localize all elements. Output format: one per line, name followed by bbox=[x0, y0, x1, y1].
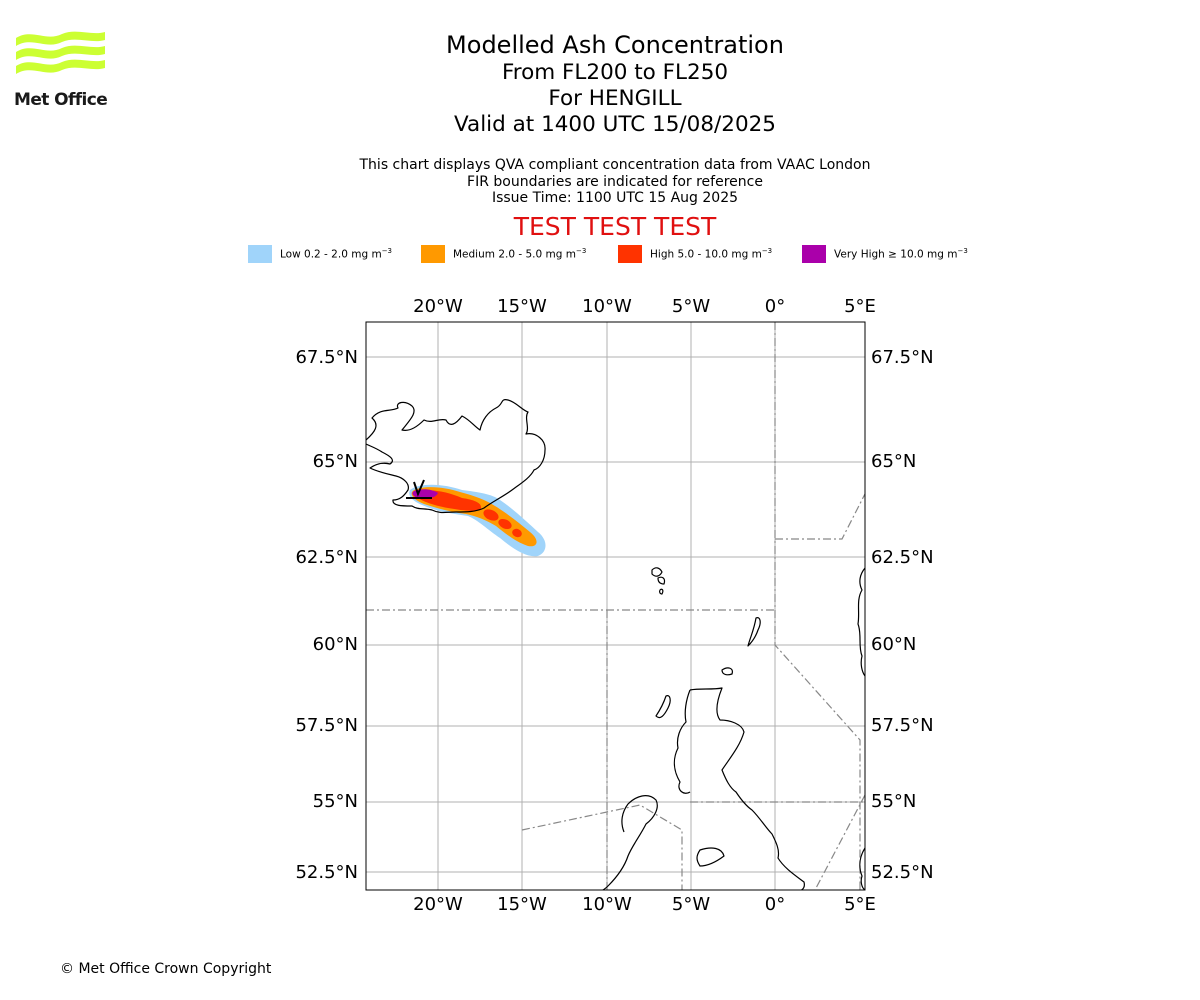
coast-norway bbox=[857, 567, 865, 677]
lon-label-top: 10°W bbox=[582, 296, 632, 317]
lat-label-left: 65°N bbox=[313, 451, 358, 472]
issue-time: Issue Time: 1100 UTC 15 Aug 2025 bbox=[491, 190, 739, 206]
lon-label-bottom: 15°W bbox=[497, 894, 547, 915]
coast-faroe-2 bbox=[657, 576, 666, 585]
coast-shetland bbox=[747, 617, 761, 647]
ash-high-patch-3 bbox=[512, 528, 522, 538]
graticule bbox=[366, 322, 865, 890]
legend-label-medium: Medium 2.0 - 5.0 mg m−3 bbox=[453, 247, 587, 261]
lat-label-right: 52.5°N bbox=[871, 862, 934, 883]
lon-label-bottom: 5°E bbox=[844, 894, 876, 915]
fir-line-se bbox=[814, 794, 865, 890]
coast-northern-ireland-ireland bbox=[598, 795, 658, 890]
lat-label-left: 60°N bbox=[313, 634, 358, 655]
legend-swatch-very-high bbox=[802, 245, 826, 263]
lon-label-bottom: 0° bbox=[765, 894, 785, 915]
legend-label-high: High 5.0 - 10.0 mg m−3 bbox=[650, 247, 773, 261]
volcano-title: For HENGILL bbox=[548, 86, 682, 111]
copyright-notice: © Met Office Crown Copyright bbox=[60, 961, 272, 977]
coastlines bbox=[366, 399, 865, 890]
coast-faroe-3 bbox=[659, 588, 664, 595]
legend-item-medium: Medium 2.0 - 5.0 mg m−3 bbox=[421, 243, 586, 265]
lon-label-top: 20°W bbox=[413, 296, 463, 317]
ash-high-patch-1 bbox=[483, 509, 499, 521]
coast-hebrides bbox=[655, 695, 671, 719]
coast-faroe-1 bbox=[651, 567, 663, 577]
lon-label-top: 15°W bbox=[497, 296, 547, 317]
legend-item-very-high: Very High ≥ 10.0 mg m−3 bbox=[802, 243, 968, 265]
lon-label-top: 5°W bbox=[672, 296, 710, 317]
fir-line-shanwick bbox=[521, 804, 683, 890]
lat-label-left: 62.5°N bbox=[295, 547, 358, 568]
test-banner: TEST TEST TEST bbox=[513, 212, 717, 241]
lon-labels-top: 20°W 15°W 10°W 5°W 0° 5°E bbox=[413, 296, 876, 317]
fir-boundaries bbox=[366, 322, 865, 890]
lon-label-top: 5°E bbox=[844, 296, 876, 317]
legend-label-very-high: Very High ≥ 10.0 mg m−3 bbox=[834, 247, 968, 261]
concentration-legend: Low 0.2 - 2.0 mg m−3 Medium 2.0 - 5.0 mg… bbox=[0, 243, 1200, 265]
legend-label-low: Low 0.2 - 2.0 mg m−3 bbox=[280, 247, 393, 261]
lat-label-right: 60°N bbox=[871, 634, 916, 655]
description-line-1: This chart displays QVA compliant concen… bbox=[359, 157, 871, 173]
coast-iceland bbox=[366, 399, 546, 514]
lat-labels-right: 67.5°N 65°N 62.5°N 60°N 57.5°N 55°N 52.5… bbox=[871, 347, 934, 883]
lat-label-left: 57.5°N bbox=[295, 715, 358, 736]
logo-wordmark: Met Office bbox=[14, 90, 108, 110]
lon-label-bottom: 5°W bbox=[672, 894, 710, 915]
lat-label-right: 65°N bbox=[871, 451, 916, 472]
volcano-marker-icon bbox=[406, 479, 432, 499]
ash-high-patch-2 bbox=[498, 518, 512, 530]
coast-orkney bbox=[721, 667, 733, 676]
valid-time-title: Valid at 1400 UTC 15/08/2025 bbox=[453, 112, 776, 137]
lat-labels-left: 67.5°N 65°N 62.5°N 60°N 57.5°N 55°N 52.5… bbox=[295, 347, 358, 883]
legend-swatch-low bbox=[248, 245, 272, 263]
lon-label-bottom: 10°W bbox=[582, 894, 632, 915]
chart-description: This chart displays QVA compliant concen… bbox=[315, 157, 915, 207]
map-frame bbox=[365, 321, 866, 891]
lat-label-right: 62.5°N bbox=[871, 547, 934, 568]
met-office-logo: Met Office bbox=[14, 30, 108, 112]
coast-scotland-england bbox=[673, 687, 805, 890]
lon-labels-bottom: 20°W 15°W 10°W 5°W 0° 5°E bbox=[413, 894, 876, 915]
lat-label-right: 67.5°N bbox=[871, 347, 934, 368]
lon-label-top: 0° bbox=[765, 296, 785, 317]
flight-level-title: From FL200 to FL250 bbox=[501, 60, 729, 85]
legend-swatch-high bbox=[618, 245, 642, 263]
chart-titles: Modelled Ash Concentration From FL200 to… bbox=[315, 30, 915, 138]
volcano-triangle bbox=[413, 479, 425, 497]
legend-swatch-medium bbox=[421, 245, 445, 263]
legend-item-low: Low 0.2 - 2.0 mg m−3 bbox=[248, 243, 392, 265]
lat-label-right: 57.5°N bbox=[871, 715, 934, 736]
logo-waves-icon bbox=[16, 31, 105, 74]
fir-line-ne bbox=[775, 492, 865, 540]
lat-label-left: 52.5°N bbox=[295, 862, 358, 883]
lat-label-right: 55°N bbox=[871, 791, 916, 812]
coast-denmark bbox=[859, 847, 865, 890]
lat-label-left: 55°N bbox=[313, 791, 358, 812]
ash-plume bbox=[409, 484, 546, 557]
main-title: Modelled Ash Concentration bbox=[446, 31, 784, 59]
lon-label-bottom: 20°W bbox=[413, 894, 463, 915]
coast-wales bbox=[696, 847, 725, 867]
description-line-2: FIR boundaries are indicated for referen… bbox=[467, 173, 763, 190]
lat-label-left: 67.5°N bbox=[295, 347, 358, 368]
legend-item-high: High 5.0 - 10.0 mg m−3 bbox=[618, 243, 772, 265]
fir-line-east bbox=[774, 322, 861, 890]
